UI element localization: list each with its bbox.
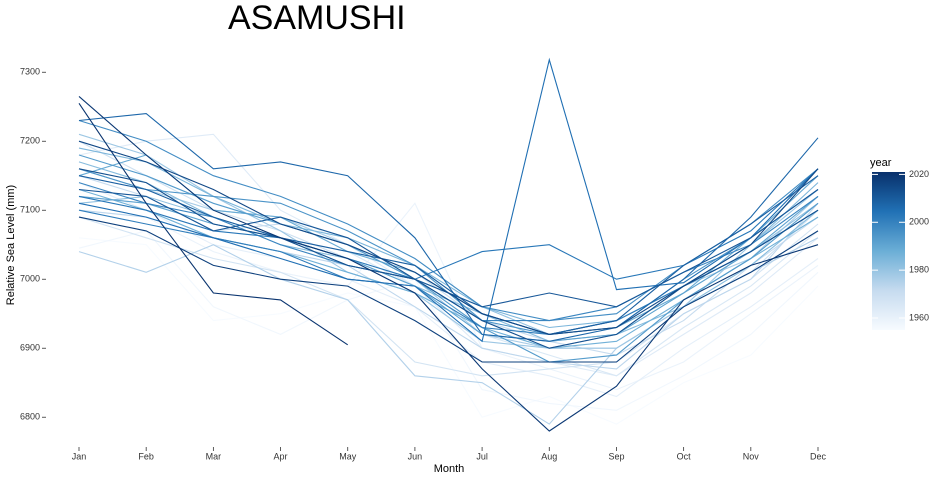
series-line bbox=[78, 57, 819, 343]
series-line bbox=[78, 237, 819, 425]
x-tick-label: Mar bbox=[206, 451, 222, 461]
x-tick-label: Jan bbox=[72, 451, 87, 461]
series-line bbox=[78, 188, 819, 349]
x-tick-label: Sep bbox=[608, 451, 624, 461]
x-tick-label: Jun bbox=[408, 451, 423, 461]
colorbar-label: 2020 bbox=[909, 169, 929, 179]
series-line bbox=[78, 113, 819, 342]
series-line bbox=[78, 195, 819, 342]
y-axis-label: Relative Sea Level (mm) bbox=[5, 185, 17, 305]
series-line bbox=[78, 119, 819, 322]
series-line bbox=[78, 175, 819, 335]
series-line bbox=[78, 154, 819, 363]
legend-title: year bbox=[870, 157, 892, 169]
x-tick-label: May bbox=[339, 451, 357, 461]
y-tick-label: 7100 bbox=[20, 205, 40, 215]
series-line bbox=[78, 95, 819, 432]
series-line bbox=[78, 102, 349, 346]
colorbar-label: 1960 bbox=[909, 312, 929, 322]
series-line bbox=[78, 168, 819, 280]
chart-title: ASAMUSHI bbox=[228, 0, 406, 37]
series-line bbox=[78, 209, 819, 335]
series-line bbox=[78, 202, 819, 391]
colorbar-label: 2000 bbox=[909, 217, 929, 227]
series-line bbox=[78, 182, 819, 398]
y-tick-label: 7200 bbox=[20, 136, 40, 146]
series-line bbox=[78, 216, 819, 363]
y-tick-label: 7300 bbox=[20, 67, 40, 77]
colorbar-label: 1980 bbox=[909, 265, 929, 275]
x-tick-label: Apr bbox=[274, 451, 288, 461]
x-tick-label: Feb bbox=[138, 451, 154, 461]
series-line bbox=[78, 168, 819, 349]
x-tick-label: Jul bbox=[476, 451, 488, 461]
series-line bbox=[78, 168, 819, 349]
x-tick-label: Aug bbox=[541, 451, 557, 461]
x-tick-label: Dec bbox=[810, 451, 827, 461]
series-line bbox=[78, 140, 819, 335]
y-tick-label: 7000 bbox=[20, 274, 40, 284]
x-axis-label: Month bbox=[434, 463, 465, 475]
colorbar bbox=[872, 172, 905, 330]
y-tick-label: 6800 bbox=[20, 412, 40, 422]
x-tick-label: Oct bbox=[677, 451, 692, 461]
y-tick-label: 6900 bbox=[20, 343, 40, 353]
series-line bbox=[78, 133, 819, 349]
x-tick-label: Nov bbox=[743, 451, 760, 461]
series-line bbox=[78, 133, 819, 377]
